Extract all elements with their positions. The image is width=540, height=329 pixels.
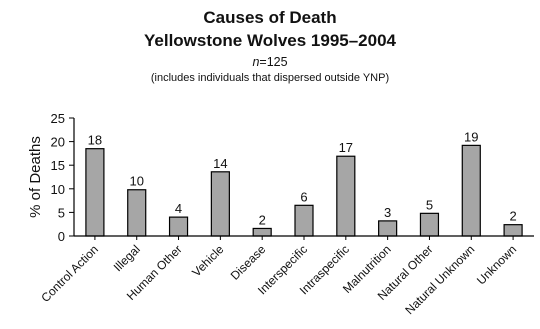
chart-note: (includes individuals that dispersed out… xyxy=(150,72,390,84)
bar xyxy=(85,148,105,237)
bar xyxy=(294,204,314,237)
sample-size-value: =125 xyxy=(259,55,288,69)
bar-data-label: 18 xyxy=(88,133,102,148)
sample-size: n=125 xyxy=(0,55,540,69)
y-tick-label: 5 xyxy=(58,205,65,220)
bar-data-label: 4 xyxy=(175,201,182,216)
y-axis-label: % of Deaths xyxy=(27,136,44,218)
x-tick-label: Vehicle xyxy=(189,242,226,279)
x-tick-label: Illegal xyxy=(111,242,143,274)
bar-data-label: 17 xyxy=(339,140,353,155)
bar-data-label: 2 xyxy=(509,209,516,224)
y-tick-label: 10 xyxy=(51,182,65,197)
bar-data-label: 2 xyxy=(259,212,266,227)
bar-data-label: 19 xyxy=(464,129,478,144)
bar xyxy=(210,171,230,237)
bar xyxy=(503,224,523,237)
x-tick-label: Control Action xyxy=(38,242,101,305)
bar xyxy=(419,212,440,237)
bar-data-label: 14 xyxy=(213,156,227,171)
chart-subtitle: Yellowstone Wolves 1995–2004 xyxy=(144,31,396,50)
bar xyxy=(461,144,481,237)
y-tick-label: 25 xyxy=(51,111,65,126)
y-tick-label: 15 xyxy=(51,158,65,173)
chart-title: Causes of Death xyxy=(203,8,337,27)
bar xyxy=(127,189,147,237)
bar-data-label: 6 xyxy=(300,189,307,204)
y-tick-label: 20 xyxy=(51,135,65,150)
sample-size-symbol: n xyxy=(252,55,260,69)
bar xyxy=(252,227,272,237)
x-tick-label: Unknown xyxy=(474,242,519,287)
bar-data-label: 5 xyxy=(426,197,433,212)
x-tick-label: Disease xyxy=(228,242,269,283)
bar xyxy=(336,155,356,237)
bar-data-label: 3 xyxy=(384,205,391,220)
bar-data-label: 10 xyxy=(129,174,143,189)
bar xyxy=(378,220,398,237)
bar xyxy=(168,216,189,237)
y-tick-label: 0 xyxy=(58,229,65,244)
